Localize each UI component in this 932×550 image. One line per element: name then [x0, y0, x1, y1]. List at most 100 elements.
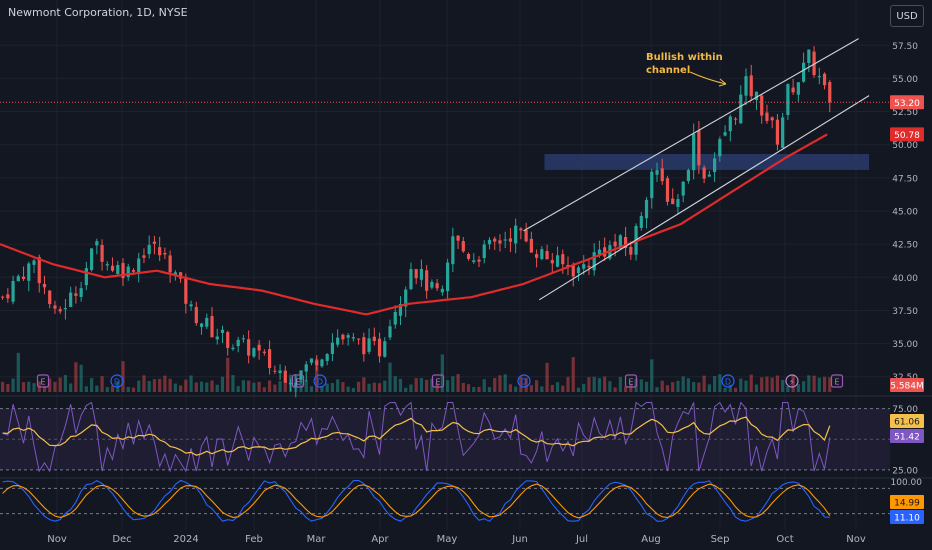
candle-body	[283, 370, 287, 383]
volume-bar	[48, 378, 52, 392]
candle-body	[555, 255, 560, 267]
volume-bar	[817, 377, 821, 392]
candle-body	[116, 265, 120, 274]
candle-body	[576, 267, 581, 274]
volume-bar	[566, 376, 570, 392]
volume-bar	[131, 387, 136, 392]
volume-bar	[388, 362, 392, 392]
volume-bar	[655, 387, 659, 392]
ma-value-badge: 50.78	[894, 131, 920, 141]
candle-body	[74, 293, 78, 296]
x-tick-label: Dec	[112, 534, 131, 545]
volume-bar	[770, 377, 774, 392]
volume-bar	[713, 376, 717, 392]
candle-body	[466, 254, 471, 259]
candle-body	[42, 283, 47, 288]
currency-button[interactable]: USD	[890, 5, 924, 27]
candle-body	[90, 248, 94, 271]
volume-bar	[84, 386, 88, 392]
earnings-marker	[830, 374, 844, 388]
volume-bar	[330, 382, 335, 392]
volume-bar	[357, 381, 361, 392]
candle-body	[597, 249, 602, 255]
candle-body	[519, 228, 523, 231]
candle-body	[786, 84, 790, 115]
flash-icon	[785, 374, 799, 388]
candle-body	[822, 73, 827, 86]
candle-body	[252, 348, 256, 357]
candle-body	[231, 347, 235, 350]
volume-badge: 5.584M	[890, 382, 924, 392]
candle-body	[48, 290, 52, 305]
volume-bar	[665, 385, 670, 392]
stoch-d-badge: 14.99	[894, 499, 920, 509]
volume-bar	[262, 387, 266, 392]
x-tick-label: Feb	[245, 534, 263, 545]
volume-bar	[597, 378, 602, 392]
volume-bar	[336, 379, 340, 392]
x-tick-label: Aug	[641, 534, 661, 545]
candle-body	[472, 260, 476, 263]
candle-body	[37, 257, 41, 284]
volume-bar	[718, 374, 722, 392]
candle-body	[681, 181, 685, 196]
candle-body	[173, 272, 177, 275]
candle-body	[398, 303, 403, 316]
candle-body	[16, 276, 20, 282]
candle-body	[147, 244, 151, 255]
volume-bar	[644, 381, 649, 392]
volume-bar	[608, 381, 612, 392]
volume-bar	[294, 376, 298, 392]
candle-body	[665, 178, 670, 202]
volume-bar	[377, 383, 382, 392]
volume-bar	[425, 379, 429, 392]
candle-body	[791, 87, 795, 93]
rsi-ma-badge: 61.06	[894, 418, 920, 428]
candle-body	[95, 241, 99, 246]
dividend-marker	[721, 374, 735, 388]
stoch-d-badge-bg	[890, 495, 924, 509]
candle-body	[351, 337, 355, 339]
x-tick-label: Jun	[511, 534, 528, 545]
volume-bar	[618, 376, 622, 392]
volume-bar	[194, 382, 198, 392]
candle-body	[53, 305, 57, 309]
candle-body	[315, 360, 319, 366]
volume-bar	[137, 380, 141, 392]
candle-body	[749, 75, 753, 97]
stoch-k-line	[2, 479, 830, 522]
candle-body	[131, 270, 136, 272]
candle-body	[168, 255, 172, 273]
rsi-line	[2, 401, 831, 473]
volume-bar	[351, 387, 355, 392]
rsi-ma-line	[2, 416, 831, 456]
volume-bar	[671, 382, 675, 392]
volume-bar	[629, 384, 633, 392]
volume-bar	[733, 387, 738, 392]
volume-bar	[477, 386, 481, 392]
candle-body	[739, 94, 743, 124]
candle-body	[388, 326, 392, 338]
volume-bar	[74, 362, 78, 392]
volume-bar	[760, 377, 764, 392]
volume-bar	[529, 385, 533, 392]
candle-body	[393, 311, 397, 325]
candle-body	[330, 342, 335, 354]
candle-body	[142, 255, 146, 258]
event-marker-label: E	[40, 378, 45, 387]
volume-bar	[268, 380, 272, 392]
candle-body	[273, 370, 277, 372]
candle-body	[257, 344, 261, 351]
stoch-k-badge-bg	[890, 510, 924, 524]
volume-bar	[158, 378, 162, 392]
volume-bar	[498, 375, 502, 392]
candle-body	[194, 306, 198, 324]
volume-bar	[446, 380, 450, 392]
candle-body	[11, 281, 15, 302]
candle-body	[796, 82, 800, 95]
candle-body	[294, 382, 298, 387]
y-tick-label: 50.00	[892, 141, 918, 151]
candle-body	[6, 294, 10, 299]
candle-body	[487, 239, 492, 245]
